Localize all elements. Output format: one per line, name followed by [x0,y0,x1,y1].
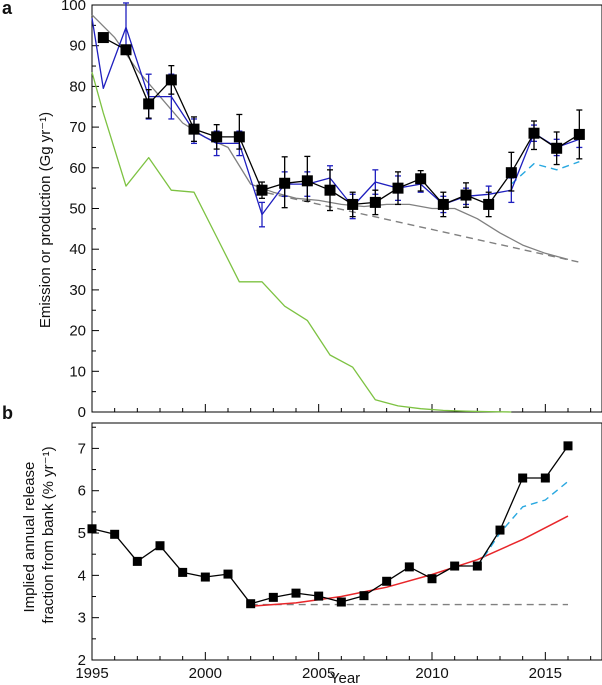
y-tick-label: 80 [69,78,86,95]
panel-a-letter: a [2,0,13,18]
data-point-square [573,128,585,140]
data-point-square [165,74,177,86]
series-black-squares-line [91,445,569,605]
data-point-square [291,588,301,598]
series-blue-line-line [91,17,580,216]
series-red-line-line [250,515,569,608]
data-point-square [279,177,291,189]
data-point-square [87,524,97,534]
panel-b-ylabel: Implied annual release fraction from ban… [21,446,57,623]
data-point-square [188,123,200,135]
x-tick-label: 1995 [75,665,108,682]
y-tick-label: 30 [69,282,86,299]
data-point-square [518,473,528,483]
y-tick-label: 20 [69,323,86,340]
y-tick-label: 70 [69,119,86,136]
data-point-square [460,189,472,201]
x-tick-label: 2005 [302,665,335,682]
data-point-square [97,32,109,44]
y-tick-label: 40 [69,241,86,258]
data-point-square [528,127,540,139]
y-tick-label: 2 [78,652,86,669]
series-green-line-line [91,72,512,413]
data-point-square [359,591,369,601]
data-point-square [120,44,132,56]
y-tick-label: 100 [61,0,86,14]
data-point-square [314,591,324,601]
data-point-square [382,576,392,586]
data-point-square [450,561,460,571]
data-point-square [223,569,233,579]
data-point-square [427,574,437,584]
series-grey-line-line [91,14,569,261]
data-point-square [336,597,346,607]
y-tick-label: 3 [78,610,86,627]
panel-b: 2 3 4 5 6 7 1995 2000 2005 2010 2015 [75,422,602,682]
data-point-square [246,599,256,609]
data-point-square [256,184,268,196]
y-tick-label: 10 [69,363,86,380]
series-grey-dashed-line [255,189,580,263]
data-point-square [540,473,550,483]
data-point-square [110,529,120,539]
data-point-square [155,541,165,551]
data-point-square [415,173,427,185]
data-point-square [369,196,381,208]
data-point-square [301,175,313,187]
data-point-square [324,184,336,196]
data-point-square [132,556,142,566]
y-tick-label: 60 [69,160,86,177]
data-point-square [268,592,278,602]
y-tick-label: 7 [78,440,86,457]
data-point-square [551,142,563,154]
data-point-square [200,572,210,582]
data-point-square [392,182,404,194]
y-tick-label: 5 [78,525,86,542]
plot-frame [91,422,602,661]
panel-a: 0 10 20 30 40 50 60 70 80 90 100 [61,0,602,421]
y-tick-label: 0 [78,404,86,421]
series-black-squares-line [102,37,580,206]
data-point-square [347,198,359,210]
x-tick-label: 2000 [189,665,222,682]
data-point-square [472,561,482,571]
data-point-square [211,131,223,143]
data-point-square [505,167,517,179]
x-tick-label: 2015 [529,665,562,682]
data-point-square [437,198,449,210]
data-point-square [404,562,414,572]
series-cyan-dashed-line [510,161,580,185]
data-point-square [495,525,505,535]
panel-a-ylabel: Emission or production (Gg yr⁻¹) [37,112,54,328]
data-point-square [483,198,495,210]
series-cyan-dashed-line [476,480,569,568]
data-point-square [563,441,573,451]
data-point-square [143,98,155,110]
data-point-square [233,131,245,143]
x-tick-label: 2010 [415,665,448,682]
data-point-square [178,567,188,577]
y-tick-label: 90 [69,38,86,55]
y-tick-label: 4 [78,567,86,584]
panel-b-letter: b [2,403,13,423]
y-tick-label: 50 [69,201,86,218]
panel-b-xlabel: Year [330,670,360,685]
y-tick-label: 6 [78,483,86,500]
